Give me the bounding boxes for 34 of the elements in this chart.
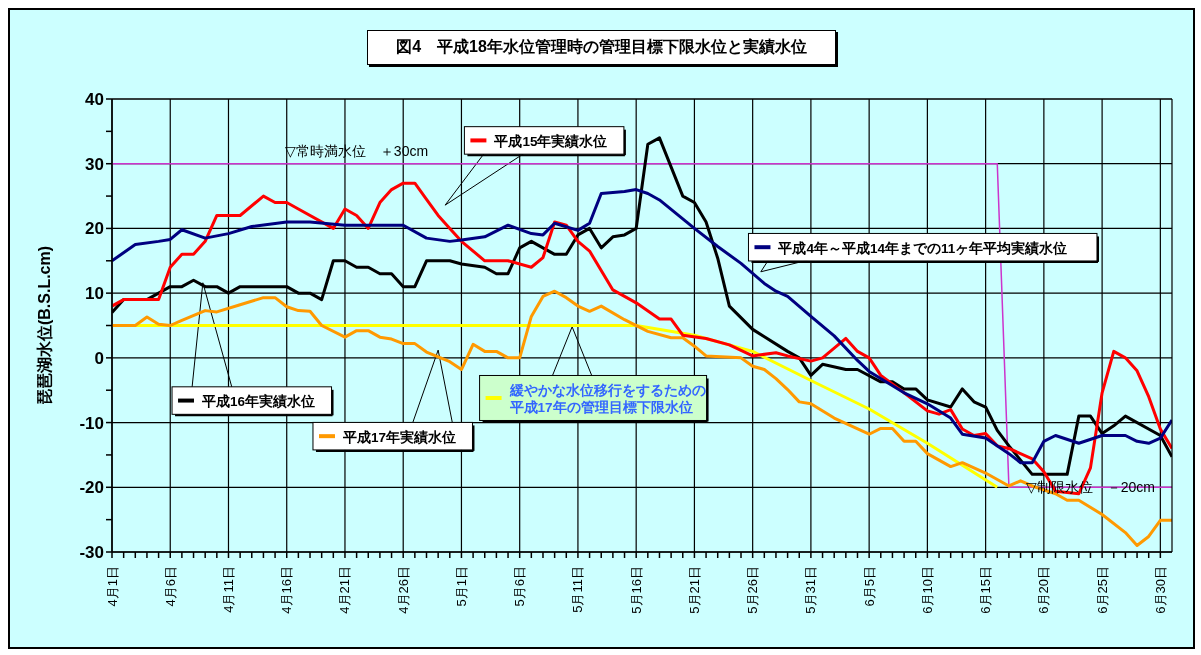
legend-label: 平成17年実績水位 (341, 428, 457, 445)
x-tick-label: 6月5日 (861, 566, 877, 607)
y-tick-label: 20 (85, 219, 104, 239)
x-tick-label: 5月1日 (453, 566, 469, 607)
y-tick-label: 30 (85, 154, 104, 174)
y-tick-label: -20 (79, 478, 104, 498)
y-tick-label: 40 (85, 90, 104, 110)
x-tick-label: 5月11日 (570, 566, 586, 613)
x-tick-label: 4月16日 (279, 566, 295, 614)
x-tick-label: 5月31日 (803, 566, 819, 614)
y-tick-label: 10 (85, 284, 104, 304)
x-tick-label: 6月20日 (1036, 566, 1052, 614)
x-tick-label: 6月25日 (1094, 566, 1110, 614)
x-tick-label: 5月16日 (628, 566, 644, 614)
x-tick-label: 5月21日 (686, 566, 702, 614)
x-tick-label: 6月10日 (919, 566, 935, 614)
x-tick-label: 5月26日 (745, 566, 761, 614)
x-tick-label: 4月26日 (395, 566, 411, 614)
x-tick-label: 4月1日 (104, 566, 120, 607)
y-tick-label: 0 (94, 348, 104, 368)
x-tick-label: 4月11日 (220, 566, 236, 613)
x-tick-label: 5月6日 (512, 566, 528, 607)
chart-title: 図4 平成18年水位管理時の管理目標下限水位と実績水位 (367, 30, 836, 65)
x-tick-label: 6月30日 (1152, 566, 1168, 614)
y-tick-label: -30 (79, 543, 104, 563)
x-tick-label: 6月15日 (978, 566, 994, 614)
legend-label: 平成16年実績水位 (201, 393, 316, 410)
legend-label: 平成4年～平成14年までの11ヶ年平均実績水位 (777, 239, 1068, 256)
x-tick-label: 4月21日 (337, 566, 353, 614)
x-tick-label: 4月6日 (162, 566, 178, 607)
legend-label: 緩やかな水位移行をするための平成17年の管理目標下限水位 (508, 382, 706, 416)
legend-label: 平成15年実績水位 (493, 132, 608, 149)
y-axis-title: 琵琶湖水位(B.S.L.cm) (35, 245, 53, 406)
y-tick-label: -10 (79, 413, 104, 433)
